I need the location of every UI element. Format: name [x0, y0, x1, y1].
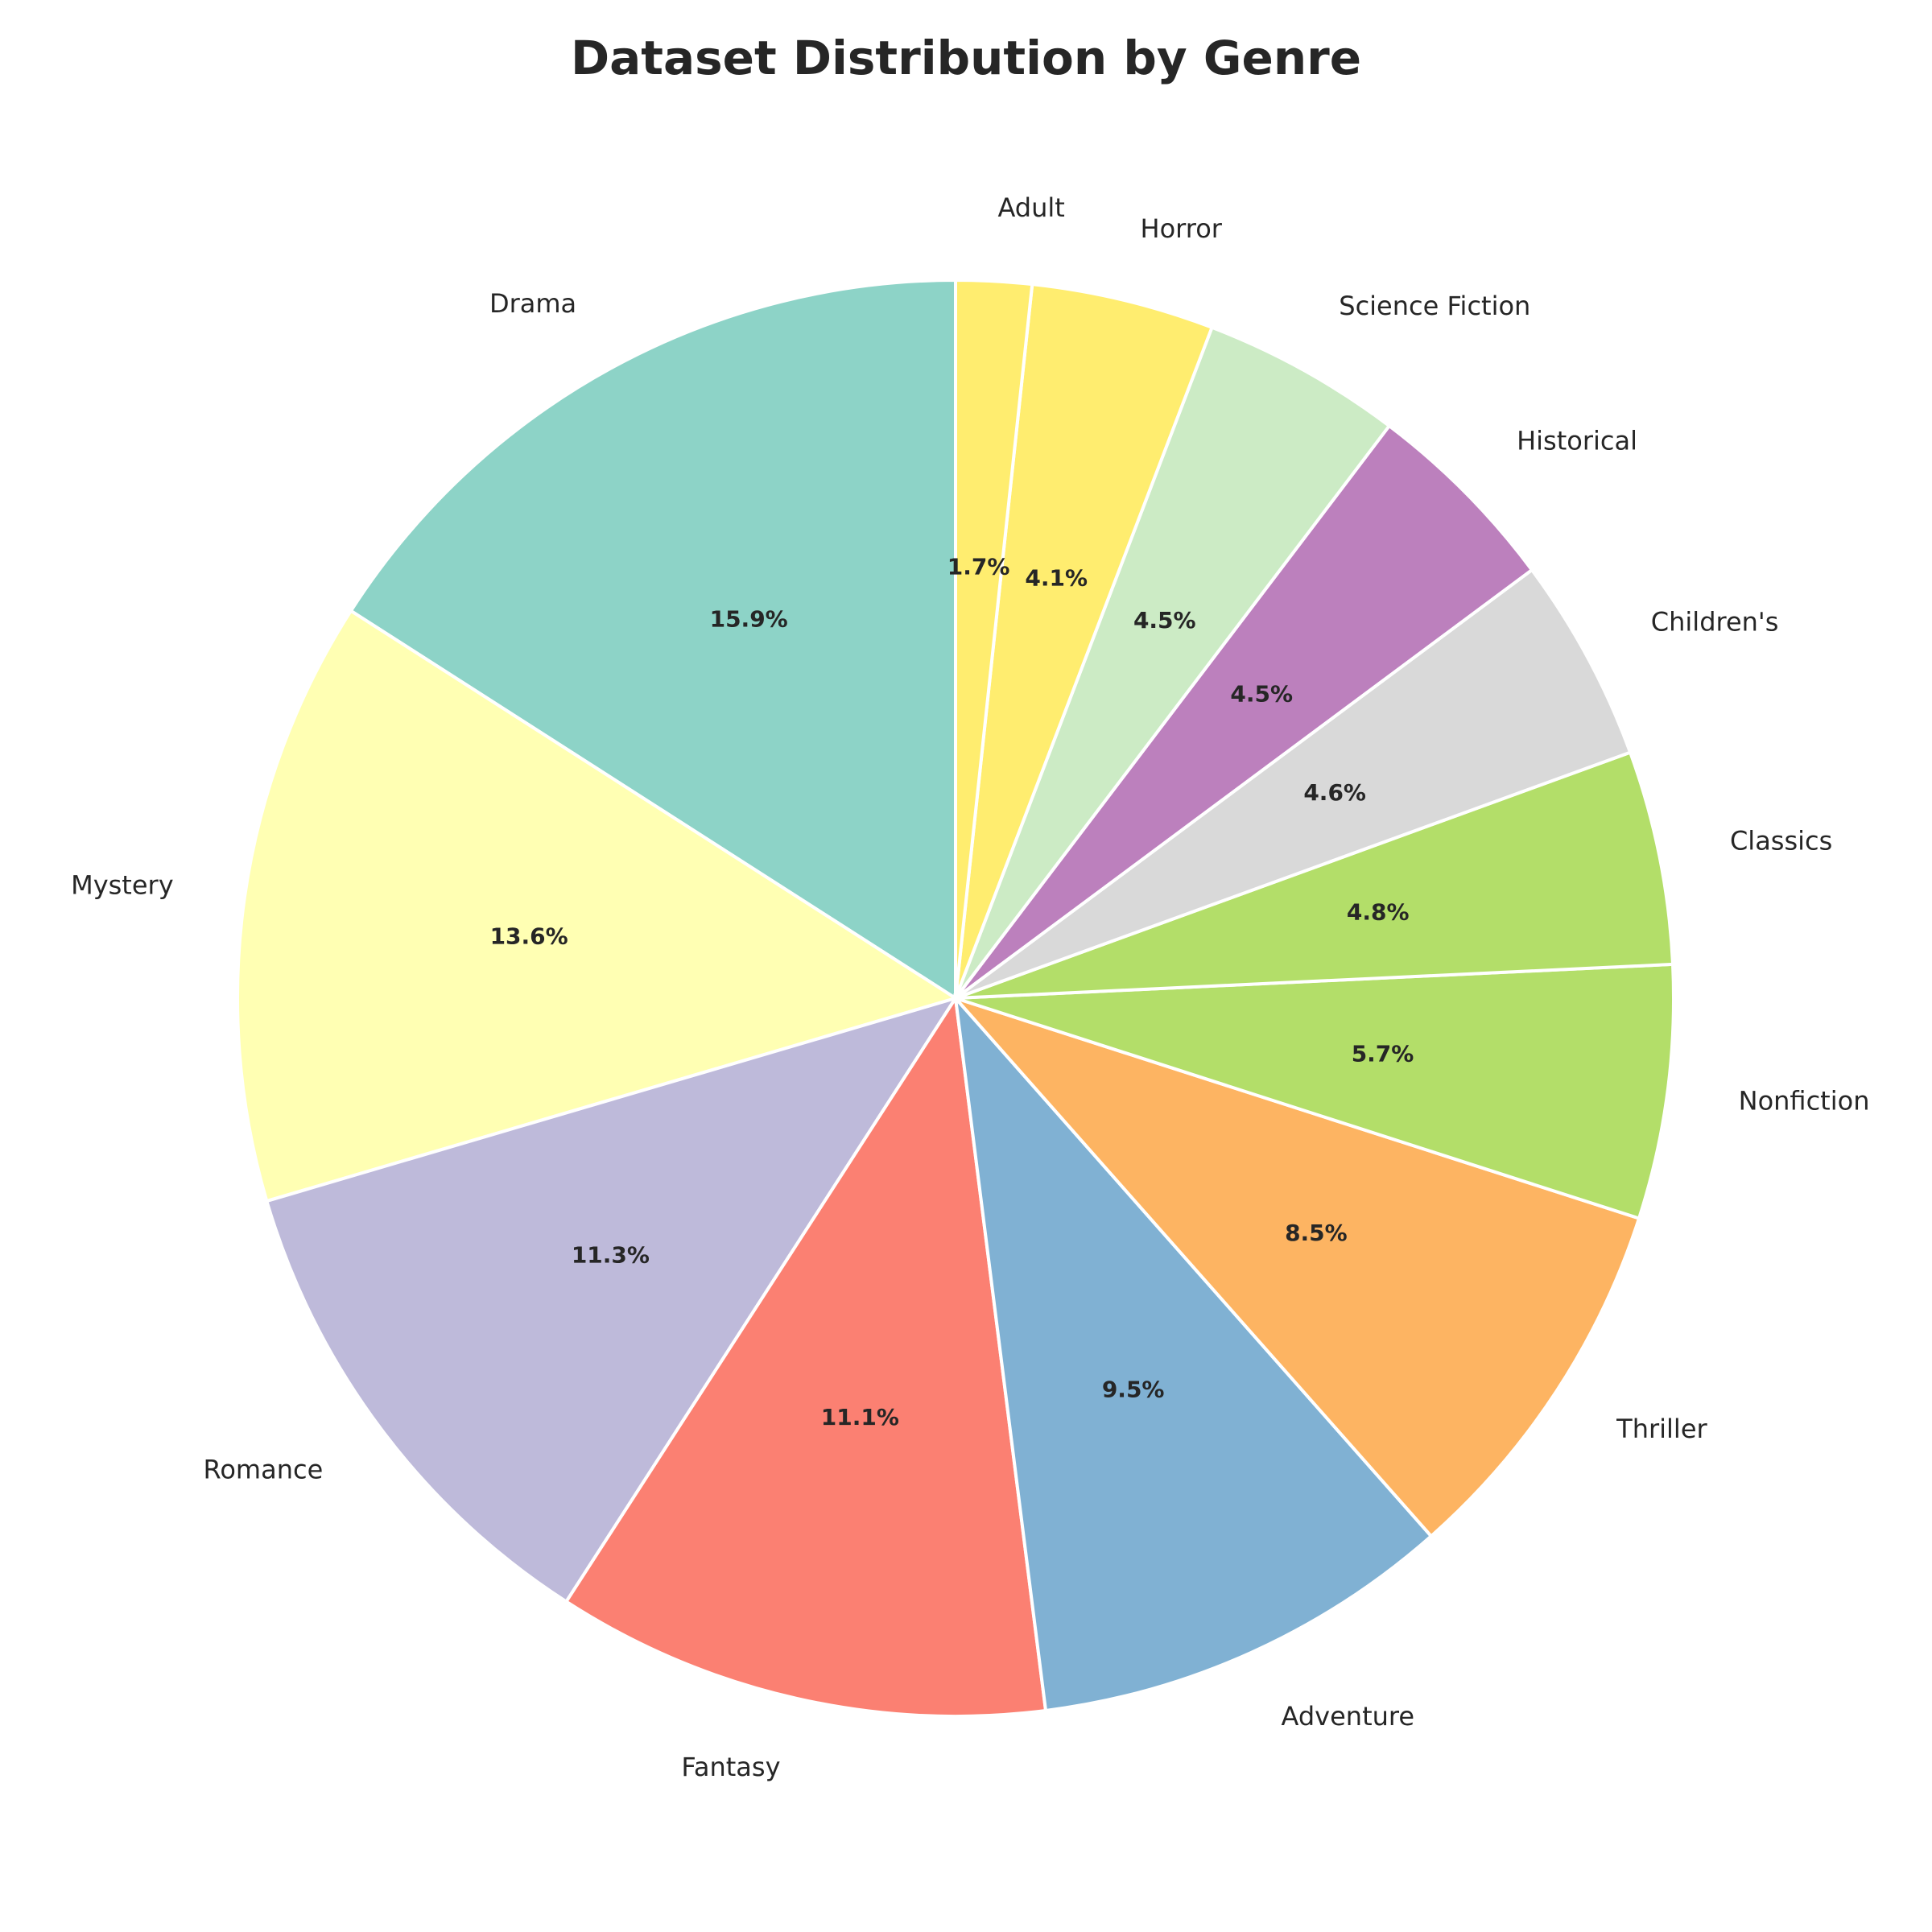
slice-label: Children's: [1651, 607, 1779, 638]
slice-label: Mystery: [71, 869, 174, 900]
pie-slice-fantasy: [564, 993, 1048, 1718]
slice-percent-label: 13.6%: [490, 923, 568, 949]
slice-percent-label: 8.5%: [1285, 1220, 1348, 1246]
slice-label: Adventure: [1282, 1701, 1415, 1732]
pie-slice-drama: [349, 278, 957, 1001]
slice-percent-label: 5.7%: [1352, 1041, 1414, 1067]
slice-percent-label: 4.6%: [1303, 779, 1366, 806]
pie-slice-adult: [954, 278, 1034, 999]
slice-label: Nonfiction: [1739, 1085, 1870, 1116]
pie-slice-historical: [954, 423, 1534, 1000]
slice-percent-label: 1.7%: [947, 554, 1010, 580]
pie-slice-thriller: [950, 994, 1641, 1539]
pie-slice-horror: [954, 282, 1215, 999]
slice-label: Romance: [204, 1455, 324, 1485]
slice-percent-label: 15.9%: [710, 605, 788, 632]
slice-percent-label: 4.1%: [1025, 565, 1088, 592]
pie-slice-children-s: [954, 568, 1633, 1000]
slice-label: Horror: [1141, 213, 1223, 244]
pie-slice-classics: [955, 750, 1675, 1000]
slice-percent-label: 4.5%: [1133, 607, 1196, 634]
slice-percent-label: 4.8%: [1347, 899, 1410, 926]
slice-percent-label: 9.5%: [1102, 1377, 1165, 1403]
slice-label: Historical: [1517, 425, 1637, 456]
slice-label: Fantasy: [681, 1752, 780, 1782]
pie-slice-nonfiction: [955, 962, 1675, 1221]
slice-label: Drama: [489, 288, 576, 319]
pie-slice-romance: [264, 995, 960, 1604]
slice-label: Classics: [1730, 826, 1832, 857]
pie-slices: [236, 278, 1675, 1718]
slice-label: Science Fiction: [1339, 291, 1530, 321]
pie-slice-adventure: [953, 993, 1434, 1713]
slice-label: Thriller: [1616, 1414, 1707, 1444]
pie-labels: Drama 15.9% Mystery 13.6% Romance 11.3% Fantas…: [71, 192, 1869, 1782]
chart-title: Dataset Distribution by Genre: [570, 31, 1362, 85]
slice-percent-label: 4.5%: [1230, 680, 1293, 707]
slice-percent-label: 11.3%: [572, 1242, 650, 1269]
pie-slice-science-fiction: [954, 325, 1392, 1000]
slice-label: Adult: [997, 192, 1064, 223]
slice-percent-label: 11.1%: [821, 1404, 899, 1430]
pie-slice-mystery: [236, 609, 960, 1203]
